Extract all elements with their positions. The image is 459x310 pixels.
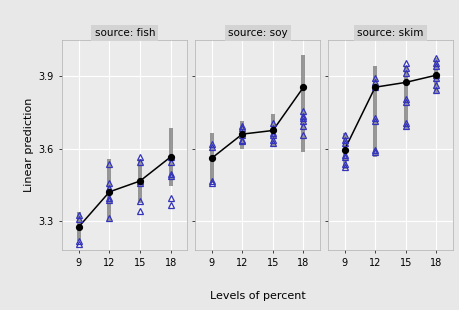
Title: source: fish: source: fish (94, 28, 155, 38)
Bar (433, 58, 437, 93)
Bar (301, 55, 305, 152)
Bar (240, 121, 244, 148)
Bar (107, 159, 111, 222)
Y-axis label: Linear prediction: Linear prediction (24, 98, 34, 192)
Bar (372, 65, 376, 157)
Bar (342, 133, 346, 169)
Bar (168, 128, 172, 186)
Bar (138, 159, 142, 203)
Text: Levels of percent: Levels of percent (209, 291, 305, 301)
Title: source: soy: source: soy (227, 28, 287, 38)
Bar (403, 65, 407, 131)
Bar (77, 212, 81, 241)
Title: source: skim: source: skim (357, 28, 423, 38)
Bar (209, 133, 213, 184)
Bar (270, 114, 274, 147)
